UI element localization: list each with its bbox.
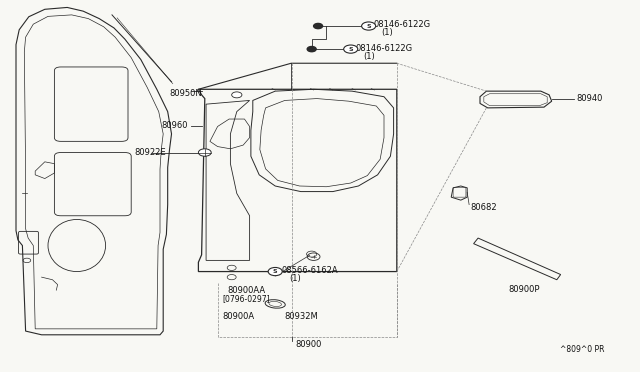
Text: 08146-6122G: 08146-6122G [373, 20, 430, 29]
Text: 80940: 80940 [576, 94, 602, 103]
Text: 80932M: 80932M [285, 312, 319, 321]
Circle shape [314, 23, 323, 29]
Circle shape [344, 45, 358, 53]
Text: (1): (1) [289, 274, 301, 283]
Circle shape [362, 22, 376, 30]
Circle shape [198, 149, 211, 156]
Text: 80960: 80960 [161, 121, 188, 130]
Text: [0796-0297]: [0796-0297] [223, 294, 270, 303]
Text: 80900: 80900 [296, 340, 322, 349]
Text: 80950N: 80950N [170, 89, 202, 97]
Circle shape [307, 46, 316, 52]
Text: 80900AA: 80900AA [228, 286, 266, 295]
Text: S: S [273, 269, 278, 274]
Text: 80900P: 80900P [509, 285, 540, 294]
Text: (1): (1) [381, 28, 393, 37]
Text: S: S [366, 23, 371, 29]
Text: (1): (1) [364, 52, 375, 61]
Text: 08566-6162A: 08566-6162A [282, 266, 338, 275]
Text: 80900A: 80900A [223, 312, 255, 321]
Text: 80682: 80682 [470, 203, 497, 212]
Text: S: S [348, 46, 353, 52]
Text: ^809^0 PR: ^809^0 PR [560, 345, 605, 354]
Text: 08146-6122G: 08146-6122G [355, 44, 412, 53]
Text: 80922E: 80922E [134, 148, 166, 157]
Circle shape [232, 92, 242, 98]
Circle shape [268, 267, 282, 276]
